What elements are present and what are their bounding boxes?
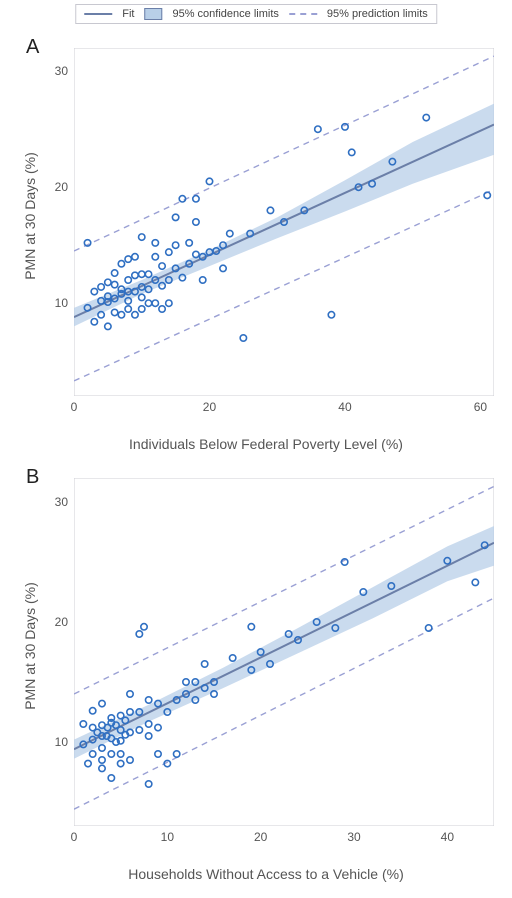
panel-a-plot: 1020300204060	[74, 48, 494, 396]
panel-a-ylabel: PMN at 30 Days (%)	[22, 152, 38, 280]
legend-ci-swatch	[144, 8, 162, 20]
panel-b-ylabel: PMN at 30 Days (%)	[22, 582, 38, 710]
panel-a-xlabel: Individuals Below Federal Poverty Level …	[129, 436, 403, 452]
xtick-label: 0	[71, 396, 78, 414]
xtick-label: 20	[254, 826, 267, 844]
legend-ci-label: 95% confidence limits	[172, 8, 278, 20]
xtick-label: 20	[203, 396, 216, 414]
figure-container: Fit 95% confidence limits 95% prediction…	[0, 0, 512, 898]
panel-a-svg	[74, 48, 494, 396]
legend-pred-label: 95% prediction limits	[327, 8, 428, 20]
ytick-label: 10	[55, 296, 74, 310]
xtick-label: 40	[338, 396, 351, 414]
legend-fit-label: Fit	[122, 8, 134, 20]
panel-a: A PMN at 30 Days (%) 1020300204060 Indiv…	[26, 36, 506, 456]
panel-b-letter: B	[26, 466, 39, 489]
ytick-label: 20	[55, 180, 74, 194]
legend: Fit 95% confidence limits 95% prediction…	[75, 4, 437, 24]
panel-b: B PMN at 30 Days (%) 102030010203040 Hou…	[26, 466, 506, 886]
panel-b-plot: 102030010203040	[74, 478, 494, 826]
xtick-label: 40	[441, 826, 454, 844]
ytick-label: 30	[55, 64, 74, 78]
legend-pred-line	[289, 13, 317, 15]
xtick-label: 60	[474, 396, 487, 414]
xtick-label: 0	[71, 826, 78, 844]
xtick-label: 10	[161, 826, 174, 844]
panel-b-svg	[74, 478, 494, 826]
xtick-label: 30	[347, 826, 360, 844]
panel-b-xlabel: Households Without Access to a Vehicle (…	[128, 866, 403, 882]
ytick-label: 20	[55, 615, 74, 629]
ytick-label: 10	[55, 735, 74, 749]
panel-a-letter: A	[26, 36, 39, 59]
ytick-label: 30	[55, 495, 74, 509]
legend-fit-line	[84, 13, 112, 15]
